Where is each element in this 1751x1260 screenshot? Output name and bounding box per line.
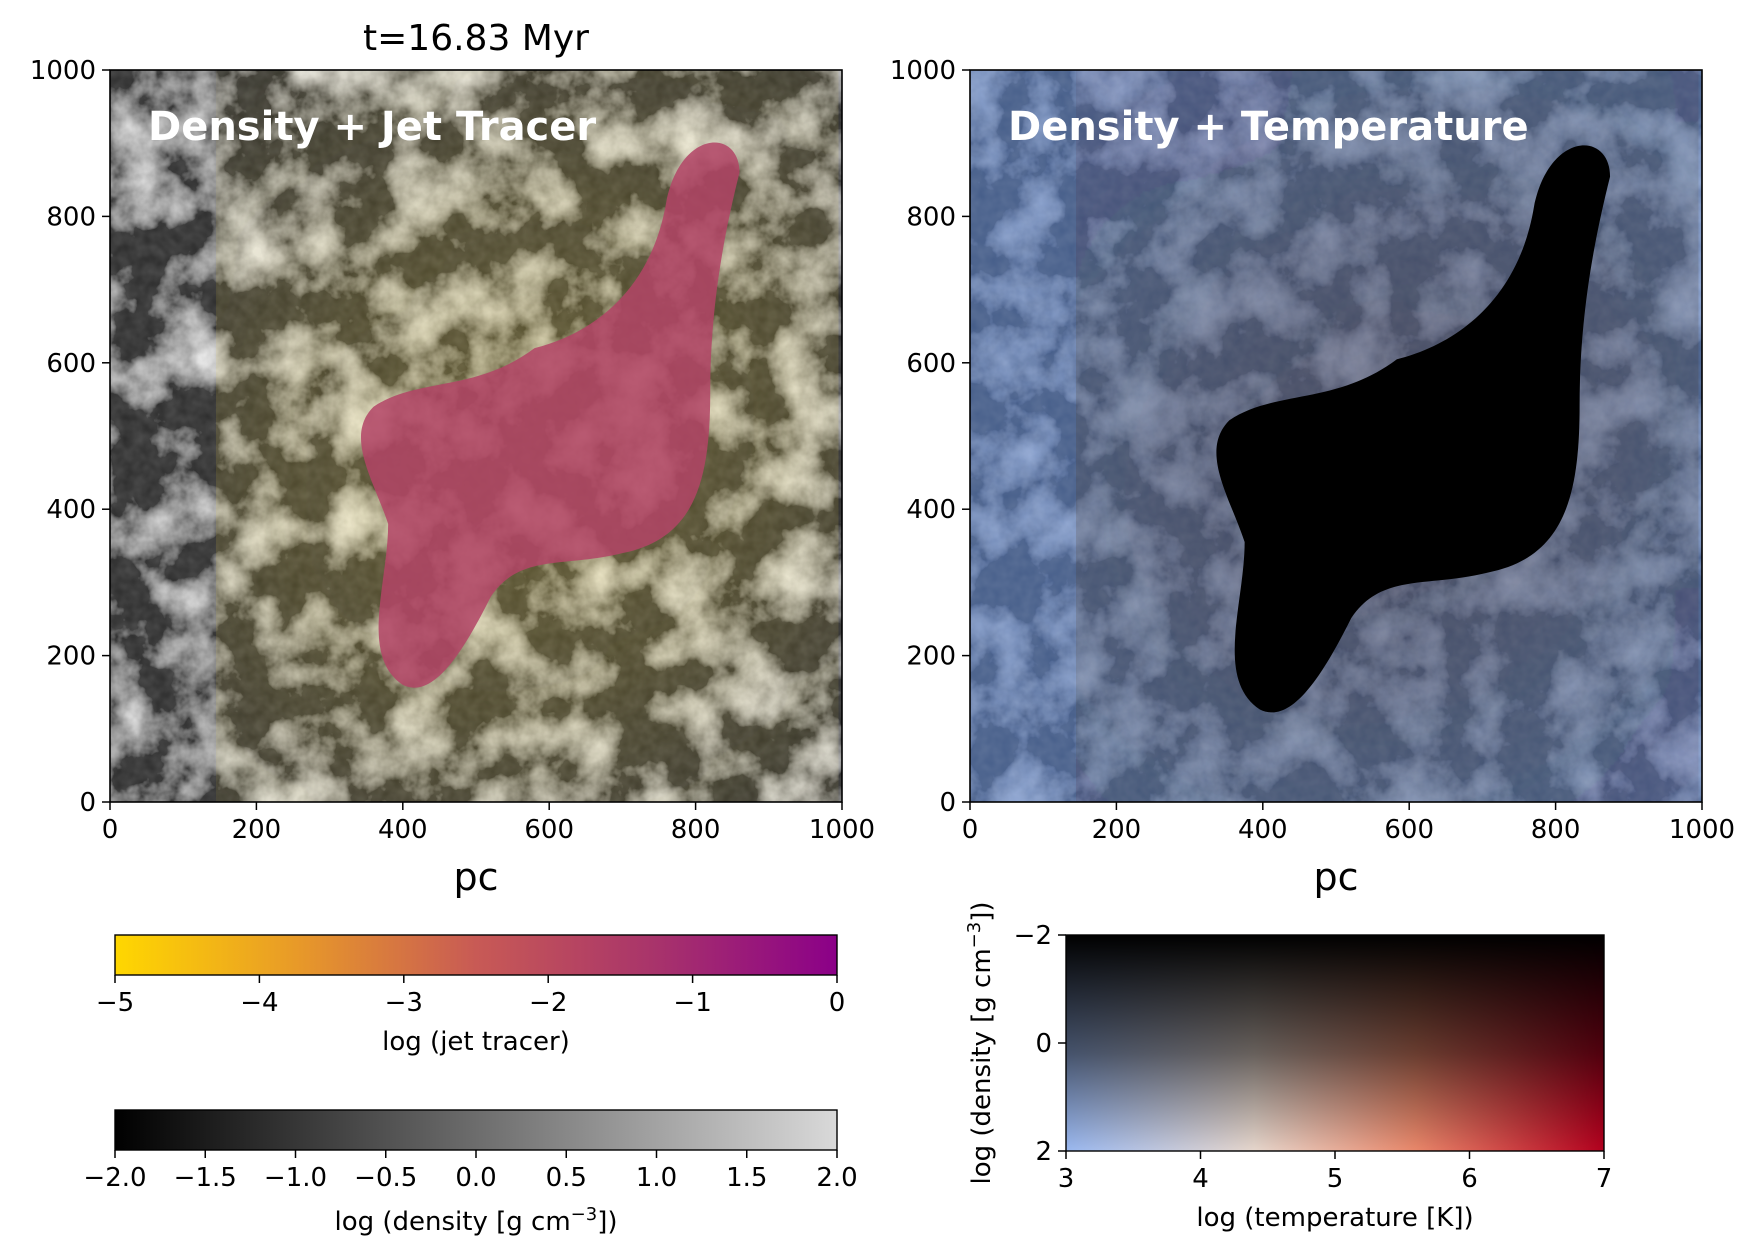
jet-colorbar-tick-label: −5 bbox=[96, 988, 134, 1018]
left-panel-ytick-label: 400 bbox=[46, 495, 96, 525]
density-temperature-ylabel-prefix: log (density [g cm bbox=[967, 948, 997, 1184]
time-title: t=16.83 Myr bbox=[363, 18, 589, 59]
density-colorbar-tick-label: −0.5 bbox=[354, 1163, 417, 1193]
left-panel-ytick-label: 1000 bbox=[30, 56, 96, 86]
density-colorbar bbox=[114, 1109, 838, 1151]
left-panel-ytick-label: 600 bbox=[46, 349, 96, 379]
density-temperature-ticks: 3 4 5 6 7 −2 0 2 bbox=[1014, 921, 1613, 1194]
jet-colorbar-tick-label: −3 bbox=[385, 988, 423, 1018]
left-panel-xtick-label: 400 bbox=[378, 815, 428, 845]
density-colorbar-tick-label: 1.0 bbox=[636, 1163, 677, 1193]
density-colorbar-tick-label: −2.0 bbox=[83, 1163, 146, 1193]
jet-colorbar-label: log (jet tracer) bbox=[382, 1027, 570, 1057]
left-panel-xtick-label: 0 bbox=[102, 815, 119, 845]
density-colorbar-tick-label: 2.0 bbox=[816, 1163, 857, 1193]
right-panel-frame bbox=[969, 69, 1703, 803]
density-colorbar-tick-label: 0.0 bbox=[455, 1163, 496, 1193]
density-temperature-xtick-label: 3 bbox=[1058, 1164, 1075, 1194]
density-temperature-ytick-label: 0 bbox=[1035, 1029, 1052, 1059]
density-colorbar-tick-label: −1.5 bbox=[174, 1163, 237, 1193]
left-panel-xtick-label: 1000 bbox=[809, 815, 875, 845]
jet-colorbar bbox=[114, 934, 838, 976]
density-temperature-ytick-label: 2 bbox=[1035, 1137, 1052, 1167]
right-panel-xtick-label: 600 bbox=[1384, 815, 1434, 845]
density-colorbar-label-prefix: log (density [g cm bbox=[334, 1207, 570, 1237]
density-colorbar-label: log (density [g cm−3]) bbox=[334, 1204, 617, 1237]
density-temperature-xtick-label: 7 bbox=[1596, 1164, 1613, 1194]
right-panel-ytick-label: 800 bbox=[906, 202, 956, 232]
left-panel-ytick-label: 200 bbox=[46, 642, 96, 672]
left-panel-ytick-label: 0 bbox=[79, 788, 96, 818]
right-panel-xlabel: pc bbox=[1313, 855, 1358, 899]
density-colorbar-tick-label: 0.5 bbox=[546, 1163, 587, 1193]
left-panel-image bbox=[110, 70, 842, 802]
right-panel-ytick-label: 200 bbox=[906, 642, 956, 672]
right-panel-ytick-label: 400 bbox=[906, 495, 956, 525]
right-panel-xtick-label: 800 bbox=[1531, 815, 1581, 845]
density-temperature-colormap bbox=[1065, 934, 1605, 1152]
density-colorbar-label-exp: −3 bbox=[571, 1204, 598, 1225]
left-panel-xtick-label: 200 bbox=[232, 815, 282, 845]
right-panel-ytick-label: 1000 bbox=[890, 56, 956, 86]
right-panel-xtick-label: 1000 bbox=[1669, 815, 1735, 845]
left-panel-xlabel: pc bbox=[453, 855, 498, 899]
left-panel-label: Density + Jet Tracer bbox=[148, 104, 596, 150]
jet-colorbar-tick-label: −1 bbox=[673, 988, 711, 1018]
density-temperature-xlabel: log (temperature [K]) bbox=[1196, 1203, 1473, 1233]
density-colorbar-ticks: −2.0 −1.5 −1.0 −0.5 0.0 0.5 1.0 1.5 2.0 bbox=[83, 1150, 858, 1193]
left-panel-xtick-label: 600 bbox=[524, 815, 574, 845]
jet-colorbar-tick-label: −2 bbox=[529, 988, 567, 1018]
density-colorbar-tick-label: −1.0 bbox=[264, 1163, 327, 1193]
density-temperature-xtick-label: 6 bbox=[1461, 1164, 1478, 1194]
jet-colorbar-tick-label: 0 bbox=[829, 988, 846, 1018]
jet-colorbar-tick-label: −4 bbox=[240, 988, 278, 1018]
density-colorbar-tick-label: 1.5 bbox=[726, 1163, 767, 1193]
right-panel-xtick-label: 0 bbox=[962, 815, 979, 845]
density-temperature-ylabel: log (density [g cm−3]) bbox=[964, 901, 997, 1184]
right-panel-xtick-label: 200 bbox=[1092, 815, 1142, 845]
density-temperature-xtick-label: 4 bbox=[1192, 1164, 1209, 1194]
left-panel-xtick-label: 800 bbox=[671, 815, 721, 845]
density-temperature-xtick-label: 5 bbox=[1327, 1164, 1344, 1194]
right-panel-ytick-label: 600 bbox=[906, 349, 956, 379]
density-temperature-ytick-label: −2 bbox=[1014, 921, 1052, 951]
left-panel-ytick-label: 800 bbox=[46, 202, 96, 232]
jet-colorbar-ticks: −5 −4 −3 −2 −1 0 bbox=[96, 975, 845, 1018]
density-temperature-ylabel-suffix: ]) bbox=[967, 901, 997, 921]
left-panel-frame bbox=[109, 69, 843, 803]
right-panel-axes: 00 200 200 400 400 600 600 800 800 1000 1000 bbox=[890, 56, 1735, 845]
right-panel-label: Density + Temperature bbox=[1008, 104, 1529, 150]
density-colorbar-label-suffix: ]) bbox=[597, 1207, 617, 1237]
density-temperature-ylabel-exp: −3 bbox=[964, 922, 985, 949]
right-panel-image bbox=[970, 70, 1702, 802]
right-panel-xtick-label: 400 bbox=[1238, 815, 1288, 845]
right-panel-ytick-label: 0 bbox=[939, 788, 956, 818]
left-panel-axes: 00 200 200 400 400 600 600 800 800 1000 1000 bbox=[30, 56, 875, 845]
